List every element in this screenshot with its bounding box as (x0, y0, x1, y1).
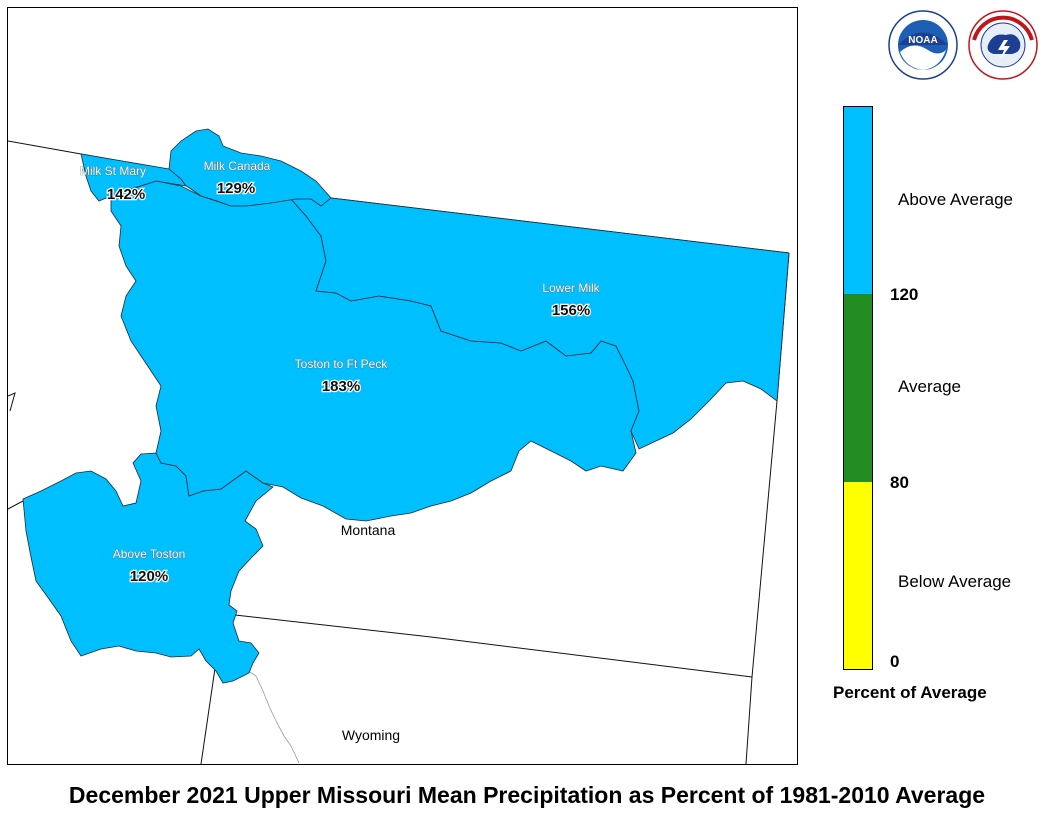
legend-swatch-average (844, 294, 872, 482)
legend-tick-80: 80 (890, 473, 909, 493)
basin-map: Milk St Mary 142% Milk Canada 129% Lower… (8, 8, 797, 764)
label-toston-ft-peck-name: Toston to Ft Peck (295, 357, 389, 371)
wyoming-river (241, 666, 299, 763)
wyoming-east-border (746, 677, 752, 764)
map-title: December 2021 Upper Missouri Mean Precip… (0, 782, 1054, 809)
state-label-wyoming: Wyoming (342, 727, 400, 743)
legend-label-average: Average (898, 377, 961, 397)
state-label-montana: Montana (341, 522, 396, 538)
legend-swatch-above-average (844, 107, 872, 294)
label-above-toston-percent: 120% (130, 568, 168, 585)
legend-color-bar (843, 106, 873, 670)
noaa-logo-text: NOAA (908, 35, 937, 46)
montana-wyoming-border (235, 615, 752, 677)
label-above-toston-name: Above Toston (113, 547, 186, 561)
label-milk-st-mary-percent: 142% (107, 186, 145, 203)
legend-tick-120: 120 (890, 285, 918, 305)
noaa-logo: NOAA (888, 10, 958, 80)
idaho-border-sw (8, 501, 23, 509)
idaho-border-west (8, 393, 15, 411)
label-milk-st-mary-name: Milk St Mary (80, 164, 146, 178)
label-lower-milk-name: Lower Milk (542, 281, 600, 295)
legend-label-below-average: Below Average (898, 572, 1011, 592)
label-toston-ft-peck-percent: 183% (322, 378, 360, 395)
legend-title: Percent of Average (833, 683, 987, 703)
legend-label-above-average: Above Average (898, 190, 1013, 210)
label-lower-milk-percent: 156% (552, 302, 590, 319)
legend-swatch-below-average (844, 482, 872, 669)
map-frame: Milk St Mary 142% Milk Canada 129% Lower… (7, 7, 798, 765)
nws-logo (968, 10, 1038, 80)
label-milk-canada-percent: 129% (217, 180, 255, 197)
label-milk-canada-name: Milk Canada (204, 159, 271, 173)
legend-tick-0: 0 (890, 652, 899, 672)
